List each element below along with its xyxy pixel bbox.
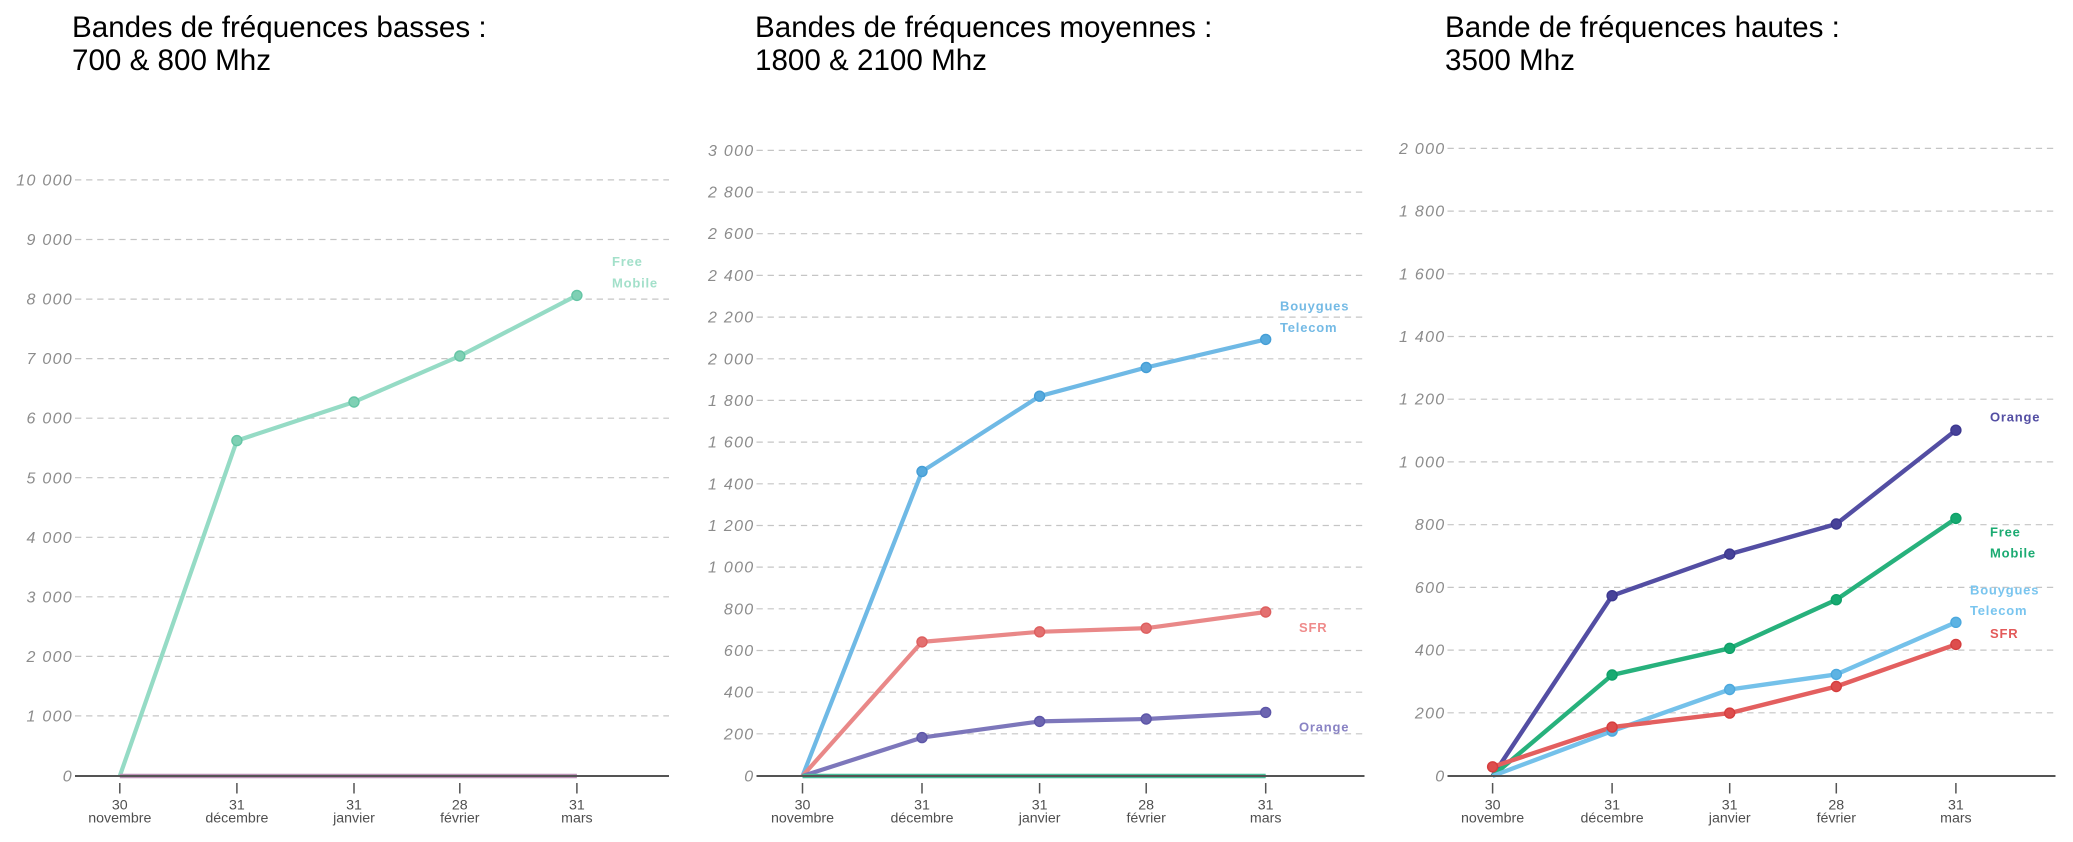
svg-text:1 400: 1 400: [708, 476, 755, 493]
svg-text:Telecom: Telecom: [1280, 320, 1337, 335]
svg-text:3 000: 3 000: [708, 143, 755, 160]
svg-text:10 000: 10 000: [16, 173, 73, 190]
svg-text:mars: mars: [561, 811, 593, 827]
svg-text:1800 & 2100 Mhz: 1800 & 2100 Mhz: [755, 44, 987, 77]
svg-text:mars: mars: [1250, 811, 1282, 827]
svg-text:janvier: janvier: [332, 811, 375, 827]
svg-text:2 000: 2 000: [25, 649, 73, 666]
svg-text:2 000: 2 000: [1398, 141, 1446, 158]
svg-text:novembre: novembre: [771, 811, 834, 827]
svg-text:mars: mars: [1940, 811, 1972, 827]
svg-text:5 000: 5 000: [26, 470, 73, 487]
svg-text:1 400: 1 400: [1399, 329, 1446, 346]
svg-text:30: 30: [1485, 798, 1501, 814]
svg-text:2 800: 2 800: [707, 185, 755, 202]
svg-text:Bouygues: Bouygues: [1970, 583, 2039, 598]
svg-text:Bandes de fréquences moyennes: Bandes de fréquences moyennes :: [755, 11, 1212, 44]
svg-text:Bande de fréquences hautes :: Bande de fréquences hautes :: [1445, 11, 1840, 44]
svg-text:janvier: janvier: [1708, 811, 1751, 827]
svg-text:800: 800: [724, 601, 755, 618]
svg-text:1 200: 1 200: [708, 518, 755, 535]
svg-text:31: 31: [1948, 798, 1964, 814]
svg-text:0: 0: [744, 769, 754, 786]
svg-text:8 000: 8 000: [26, 292, 73, 309]
svg-text:1 000: 1 000: [1399, 454, 1446, 471]
svg-text:1 200: 1 200: [1399, 392, 1446, 409]
svg-text:400: 400: [724, 685, 755, 702]
svg-text:Mobile: Mobile: [612, 276, 658, 291]
svg-text:30: 30: [795, 798, 811, 814]
svg-text:31: 31: [1032, 798, 1048, 814]
svg-text:400: 400: [1415, 643, 1446, 660]
svg-text:Mobile: Mobile: [1990, 545, 2036, 560]
svg-text:novembre: novembre: [1461, 811, 1524, 827]
svg-text:6 000: 6 000: [26, 411, 73, 428]
svg-text:800: 800: [1415, 517, 1446, 534]
svg-text:SFR: SFR: [1299, 620, 1327, 635]
svg-text:7 000: 7 000: [26, 351, 73, 368]
svg-text:31: 31: [346, 798, 362, 814]
svg-text:décembre: décembre: [205, 811, 268, 827]
svg-text:31: 31: [1604, 798, 1620, 814]
svg-text:700 & 800 Mhz: 700 & 800 Mhz: [72, 44, 271, 77]
svg-text:31: 31: [1258, 798, 1274, 814]
svg-text:2 400: 2 400: [707, 268, 755, 285]
svg-text:31: 31: [1722, 798, 1738, 814]
svg-text:2 000: 2 000: [707, 351, 755, 368]
svg-text:1 000: 1 000: [708, 560, 755, 577]
svg-text:décembre: décembre: [1581, 811, 1644, 827]
svg-text:600: 600: [1415, 580, 1446, 597]
svg-text:31: 31: [569, 798, 585, 814]
svg-text:SFR: SFR: [1990, 626, 2018, 641]
svg-text:600: 600: [724, 643, 755, 660]
svg-text:28: 28: [1138, 798, 1154, 814]
svg-text:0: 0: [63, 769, 73, 786]
svg-text:Free: Free: [612, 254, 643, 269]
svg-text:1 800: 1 800: [708, 393, 755, 410]
svg-text:Free: Free: [1990, 525, 2021, 540]
svg-text:1 600: 1 600: [1399, 266, 1446, 283]
svg-text:novembre: novembre: [88, 811, 151, 827]
svg-text:1 800: 1 800: [1399, 204, 1446, 221]
svg-text:février: février: [1817, 811, 1857, 827]
svg-text:Bandes de fréquences basses :: Bandes de fréquences basses :: [72, 11, 487, 44]
svg-text:0: 0: [1435, 769, 1445, 786]
svg-text:1 600: 1 600: [708, 435, 755, 452]
svg-text:2 600: 2 600: [707, 226, 755, 243]
svg-text:3 000: 3 000: [26, 589, 73, 606]
svg-text:30: 30: [112, 798, 128, 814]
svg-text:28: 28: [452, 798, 468, 814]
svg-text:Orange: Orange: [1990, 409, 2040, 424]
svg-text:février: février: [1126, 811, 1166, 827]
svg-text:février: février: [440, 811, 480, 827]
svg-text:31: 31: [914, 798, 930, 814]
svg-text:Telecom: Telecom: [1970, 603, 2027, 618]
svg-text:9 000: 9 000: [26, 232, 73, 249]
svg-text:2 200: 2 200: [707, 310, 755, 327]
svg-text:3500 Mhz: 3500 Mhz: [1445, 44, 1575, 77]
svg-text:décembre: décembre: [890, 811, 953, 827]
svg-text:Bouygues: Bouygues: [1280, 299, 1349, 314]
svg-text:28: 28: [1828, 798, 1844, 814]
svg-text:4 000: 4 000: [26, 530, 73, 547]
svg-text:200: 200: [1414, 705, 1446, 722]
svg-text:1 000: 1 000: [26, 709, 73, 726]
svg-text:janvier: janvier: [1018, 811, 1061, 827]
svg-text:200: 200: [723, 726, 755, 743]
svg-text:Orange: Orange: [1299, 719, 1349, 734]
svg-text:31: 31: [229, 798, 245, 814]
